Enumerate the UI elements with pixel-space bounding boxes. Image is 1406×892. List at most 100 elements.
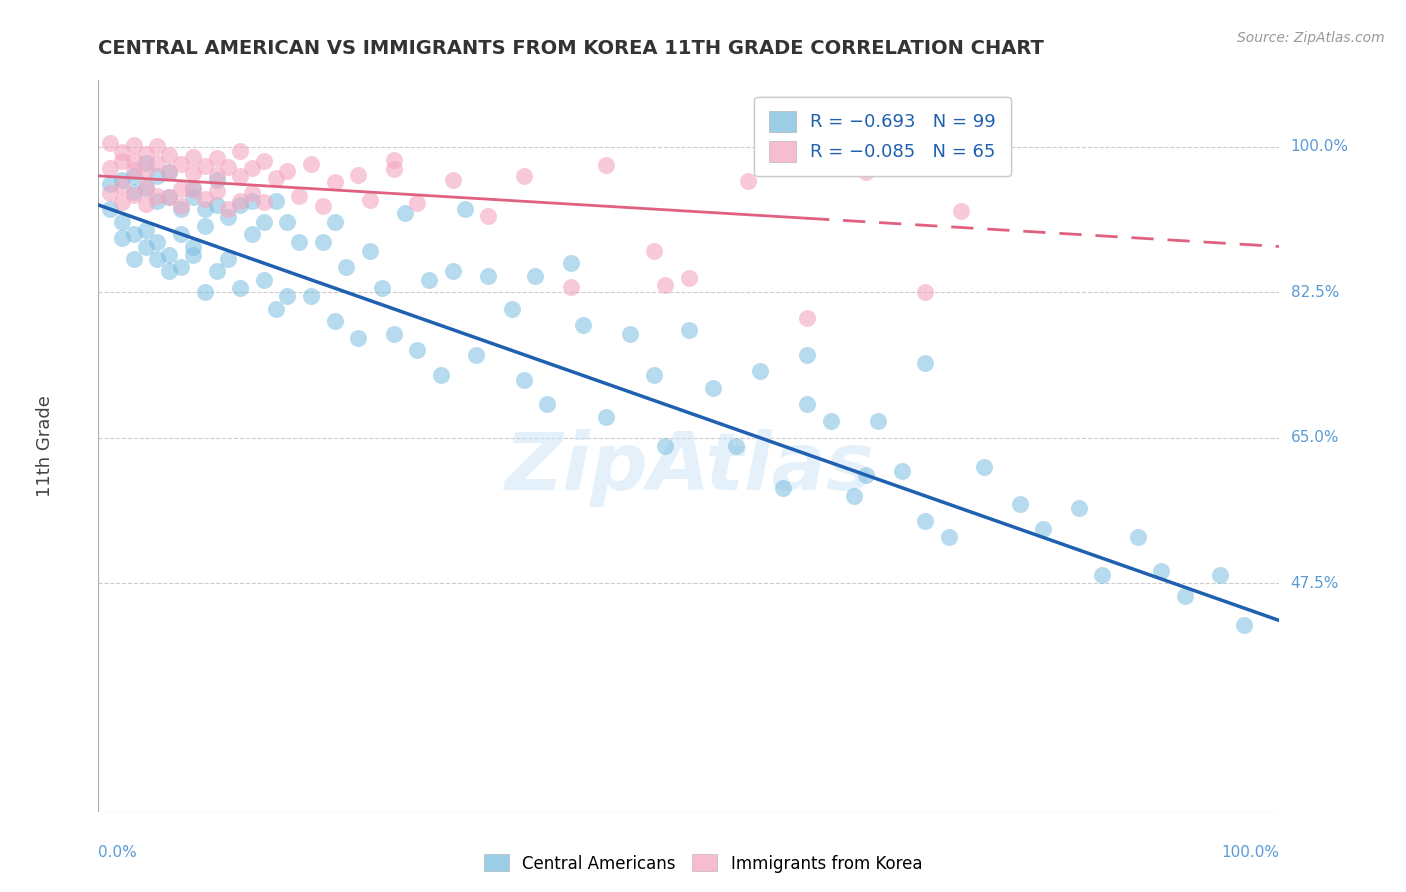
Point [501, 301, 523, 316]
Point [240, 161, 263, 176]
Point [1209, 567, 1232, 582]
Point [560, 280, 582, 294]
Point [276, 163, 298, 178]
Point [595, 158, 617, 172]
Point [181, 239, 204, 253]
Point [111, 178, 134, 193]
Point [477, 209, 499, 223]
Point [181, 189, 204, 203]
Point [170, 260, 193, 275]
Point [229, 194, 252, 208]
Point [844, 489, 866, 503]
Point [205, 151, 228, 165]
Point [299, 156, 322, 170]
Point [146, 189, 169, 203]
Text: 82.5%: 82.5% [1291, 285, 1339, 300]
Point [1067, 501, 1090, 516]
Point [866, 414, 889, 428]
Point [914, 356, 936, 370]
Point [1233, 617, 1256, 632]
Text: ZipAtlas: ZipAtlas [503, 429, 875, 507]
Point [111, 153, 134, 168]
Point [98, 177, 121, 191]
Point [973, 459, 995, 474]
Point [98, 136, 121, 151]
Point [240, 194, 263, 208]
Point [643, 244, 665, 258]
Point [560, 256, 582, 270]
Point [430, 368, 453, 383]
Point [264, 171, 287, 186]
Point [122, 169, 145, 183]
Point [276, 289, 298, 303]
Text: Source: ZipAtlas.com: Source: ZipAtlas.com [1237, 31, 1385, 45]
Point [253, 273, 276, 287]
Point [181, 166, 204, 180]
Point [170, 199, 193, 213]
Point [146, 252, 169, 266]
Point [441, 264, 464, 278]
Point [146, 139, 169, 153]
Point [288, 189, 311, 203]
Point [820, 414, 842, 428]
Point [170, 157, 193, 171]
Point [890, 464, 912, 478]
Point [98, 161, 121, 176]
Point [181, 248, 204, 262]
Point [347, 331, 370, 345]
Point [335, 260, 357, 275]
Point [737, 174, 759, 188]
Point [938, 530, 960, 544]
Point [312, 235, 335, 250]
Point [122, 162, 145, 177]
Point [135, 181, 157, 195]
Point [135, 223, 157, 237]
Point [441, 173, 464, 187]
Point [217, 202, 239, 216]
Point [512, 372, 534, 386]
Point [229, 144, 252, 158]
Point [1150, 564, 1173, 578]
Point [194, 219, 217, 233]
Point [135, 163, 157, 178]
Point [157, 165, 180, 179]
Point [418, 273, 440, 287]
Point [240, 186, 263, 201]
Point [157, 189, 180, 203]
Point [111, 145, 134, 160]
Point [135, 239, 157, 253]
Text: CENTRAL AMERICAN VS IMMIGRANTS FROM KOREA 11TH GRADE CORRELATION CHART: CENTRAL AMERICAN VS IMMIGRANTS FROM KORE… [98, 39, 1045, 58]
Point [240, 227, 263, 241]
Point [359, 244, 381, 258]
Point [347, 168, 370, 182]
Point [323, 314, 346, 328]
Point [122, 187, 145, 202]
Point [135, 146, 157, 161]
Point [1032, 522, 1054, 536]
Point [855, 468, 877, 483]
Point [205, 198, 228, 212]
Point [477, 268, 499, 283]
Text: 100.0%: 100.0% [1291, 139, 1348, 154]
Point [654, 277, 676, 292]
Legend: R = −0.693   N = 99, R = −0.085   N = 65: R = −0.693 N = 99, R = −0.085 N = 65 [755, 96, 1011, 177]
Text: 65.0%: 65.0% [1291, 430, 1339, 445]
Point [772, 481, 794, 495]
Point [465, 348, 488, 362]
Point [382, 161, 405, 176]
Point [194, 285, 217, 300]
Point [382, 326, 405, 341]
Point [796, 311, 818, 326]
Point [453, 202, 475, 216]
Point [205, 264, 228, 278]
Point [135, 196, 157, 211]
Point [181, 183, 204, 197]
Point [170, 227, 193, 241]
Point [536, 397, 558, 411]
Point [323, 175, 346, 189]
Point [98, 202, 121, 216]
Point [253, 153, 276, 168]
Point [135, 180, 157, 194]
Point [146, 235, 169, 250]
Point [512, 169, 534, 184]
